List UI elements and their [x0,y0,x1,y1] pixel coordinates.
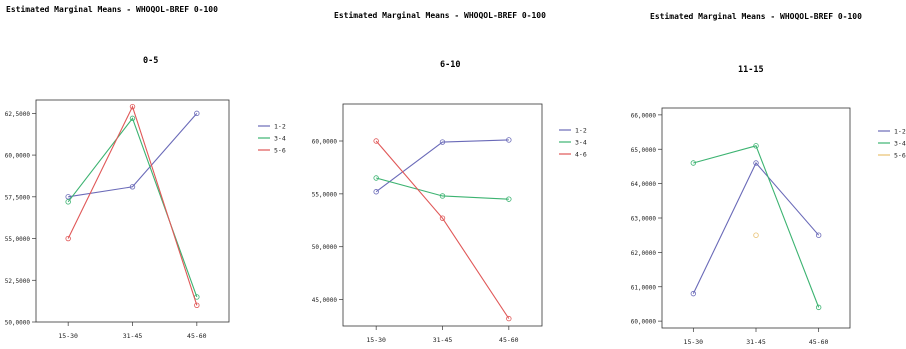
y-tick-label: 65,0000 [631,147,657,154]
data-point-1-2 [506,137,512,143]
y-tick-label: 64,0000 [631,181,657,188]
data-point-1-2 [815,232,822,238]
x-tick-label: 15-30 [58,332,78,340]
data-point-1-2 [690,290,697,297]
data-point-3-4 [65,199,71,205]
y-tick-label: 60,0000 [631,319,657,326]
series-line-1-2 [375,139,509,193]
chart-subtitle: 11-15 [738,65,764,75]
data-point-3-4 [753,143,759,149]
x-tick-label: 31-45 [746,338,766,346]
legend-label: 1-2 [894,128,906,136]
line-chart-11-15: 60,0000 61,0000 62,0000 63,0000 64,0000 65,00… [631,107,906,346]
data-point-5-6 [194,302,200,309]
data-point-3-4 [373,175,379,181]
data-point-3-4 [439,193,446,199]
legend-label: 3-4 [274,135,286,143]
series-line-3-4 [67,117,198,298]
y-tick-label: 66,0000 [631,112,657,119]
plot-frame [342,103,543,327]
chart-panel-11-15: Estimated Marginal Means - WHOQOL-BREF 0… [604,0,906,349]
y-tick-label: 45,0000 [312,297,338,304]
chart-title: Estimated Marginal Means - WHOQOL-BREF 0… [334,11,546,20]
line-chart-0-5: 50,0000 52,5000 55,0000 57,5000 60,0000 62,50… [5,99,286,340]
data-point-5-6 [753,232,759,238]
plot-frame [35,99,230,323]
data-point-3-4 [129,115,136,122]
y-tick-label: 60,0000 [5,153,31,160]
x-tick-label: 45-60 [809,338,829,346]
series-line-1-2 [692,162,820,294]
y-tick-label: 60,0000 [312,139,338,146]
y-tick-label: 63,0000 [631,216,657,223]
data-point-1-2 [373,189,379,195]
data-point-3-4 [815,304,822,311]
x-tick-label: 45-60 [499,336,519,344]
chart-panel-0-5: Estimated Marginal Means - WHOQOL-BREF 0… [0,0,302,349]
data-point-5-6 [65,235,71,242]
legend-label: 1-2 [575,127,587,135]
y-tick-label: 50,0000 [5,320,31,327]
x-tick-label: 15-30 [366,336,386,344]
x-tick-label: 31-45 [433,336,453,344]
chart-title: Estimated Marginal Means - WHOQOL-BREF 0… [650,12,862,21]
series-line-3-4 [693,145,820,308]
y-tick-label: 52,5000 [5,278,31,285]
x-tick-label: 15-30 [684,338,704,346]
x-tick-label: 31-45 [123,332,143,340]
legend-label: 5-6 [894,152,906,160]
data-point-1-2 [439,139,446,145]
data-point-1-2 [65,194,71,200]
data-point-1-2 [129,184,136,190]
legend-label: 1-2 [274,123,286,131]
data-point-4-6 [439,215,446,221]
chart-subtitle: 6-10 [440,60,461,70]
data-point-3-4 [506,196,512,202]
plot-frame [661,107,851,329]
chart-title: Estimated Marginal Means - WHOQOL-BREF 0… [6,5,218,14]
legend-label: 3-4 [575,139,587,147]
y-tick-label: 55,0000 [312,191,338,198]
y-tick-label: 62,0000 [631,250,657,257]
series-line-3-4 [376,177,509,200]
chart-panel-6-10: Estimated Marginal Means - WHOQOL-BREF 0… [302,0,604,349]
y-tick-label: 55,0000 [5,236,31,243]
data-point-5-6 [129,103,136,110]
line-chart-6-10: 45,0000 50,0000 55,0000 60,0000 15-30 31-45 45… [312,103,587,344]
chart-subtitle: 0-5 [143,56,159,66]
series-line-5-6 [67,105,198,306]
legend-label: 4-6 [575,151,587,159]
data-point-3-4 [690,160,697,166]
legend-label: 3-4 [894,140,906,148]
y-tick-label: 61,0000 [631,284,657,291]
legend-label: 5-6 [274,147,286,155]
data-point-4-6 [506,315,512,322]
x-tick-label: 45-60 [187,332,207,340]
data-point-1-2 [753,160,759,166]
y-tick-label: 50,0000 [312,244,338,251]
data-point-4-6 [373,138,379,144]
series-line-4-6 [375,140,510,319]
y-tick-label: 62,5000 [5,111,31,118]
y-tick-label: 57,5000 [5,194,31,201]
data-point-1-2 [194,110,200,117]
